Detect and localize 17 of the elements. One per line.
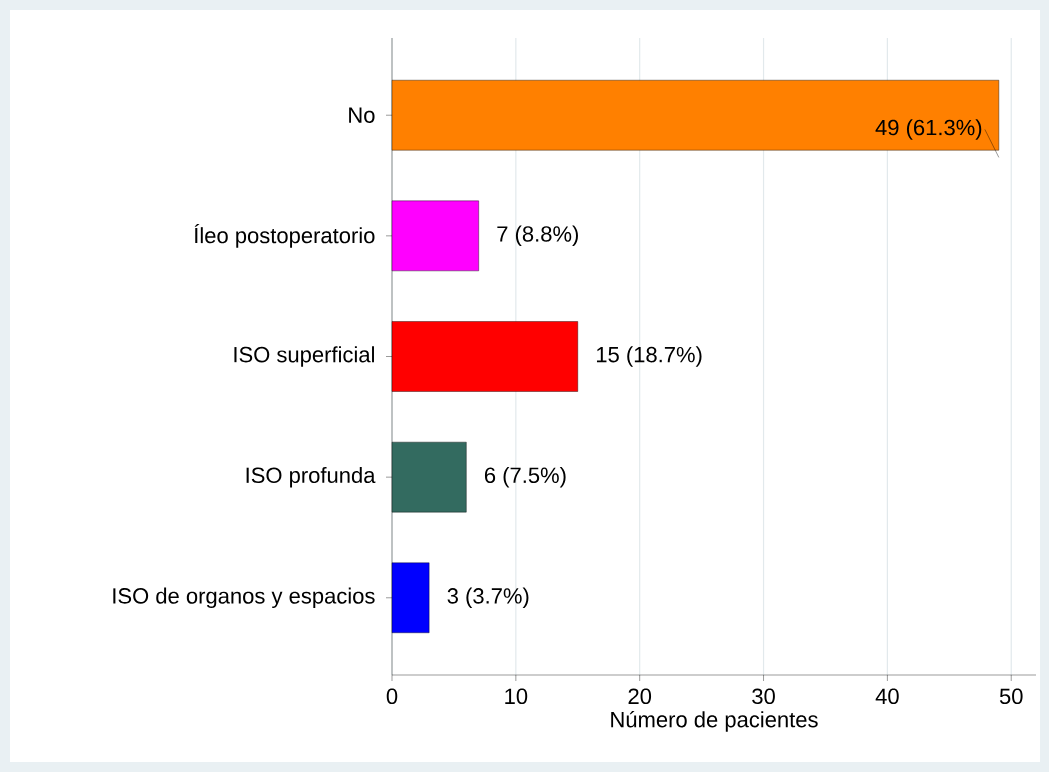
y-tick-label: ISO de organos y espacios <box>113 587 375 609</box>
y-tick-label: ISO profunda <box>246 466 376 488</box>
x-tick-label: 20 <box>628 688 652 705</box>
x-tick-label: 40 <box>875 688 899 705</box>
x-tick-label: 10 <box>505 688 528 705</box>
data-label: 15 (18.7%) <box>596 346 702 367</box>
y-tick-label: ISO superficial <box>234 346 374 367</box>
x-tick-label: 0 <box>386 688 398 705</box>
x-tick-label: 30 <box>752 688 775 705</box>
x-tick-label: 50 <box>999 688 1023 705</box>
y-tick-label: Íleo postoperatorio <box>194 224 375 248</box>
data-label: 49 (61.3%) <box>875 119 982 140</box>
data-label: 7 (8.8%) <box>497 225 578 247</box>
y-tick-label: No <box>349 107 375 123</box>
x-axis-title: Número de pacientes <box>611 710 818 732</box>
data-label: 6 (7.5%) <box>484 466 566 488</box>
data-label: 3 (3.7%) <box>447 587 529 609</box>
